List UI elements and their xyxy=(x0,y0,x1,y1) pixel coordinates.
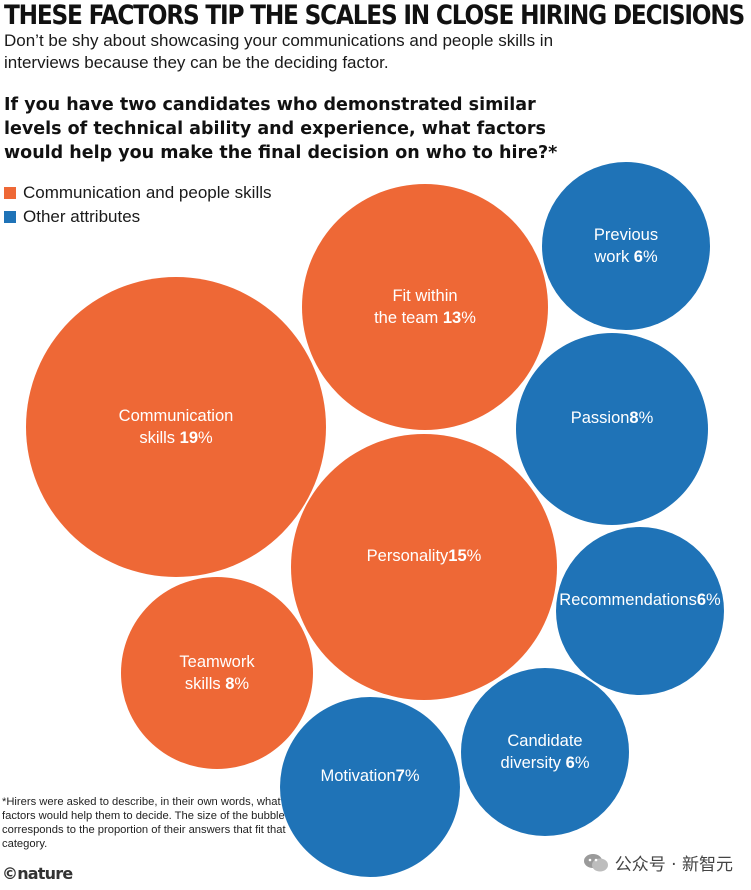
legend-item-communication: Communication and people skills xyxy=(4,181,272,205)
standfirst: Don’t be shy about showcasing your commu… xyxy=(4,31,554,72)
bubble-label: Recommendations6% xyxy=(559,591,721,609)
watermark-text: 公众号 · 新智元 xyxy=(614,855,733,875)
bubble-circle xyxy=(26,277,326,577)
legend: Communication and people skills Other at… xyxy=(4,181,272,229)
bubble-circle xyxy=(542,162,710,330)
bubble-previous-work: Previous work 6% xyxy=(542,162,710,330)
bubble-circle xyxy=(121,577,313,769)
bubble-label: Personality15% xyxy=(367,547,482,565)
legend-swatch-blue xyxy=(4,211,16,223)
bubble-circle xyxy=(302,184,548,430)
legend-label: Other attributes xyxy=(23,207,141,226)
wechat-icon xyxy=(583,853,608,871)
legend-label: Communication and people skills xyxy=(23,183,272,202)
bubble-fit-within-the-team: Fit within the team 13% xyxy=(302,184,548,430)
legend-item-other: Other attributes xyxy=(4,205,272,229)
bubble-label: Communication skills 19% xyxy=(119,407,234,447)
legend-swatch-orange xyxy=(4,187,16,199)
bubble-teamwork-skills: Teamwork skills 8% xyxy=(121,577,313,769)
headline: THESE FACTORS TIP THE SCALES IN CLOSE HI… xyxy=(4,0,745,31)
bubble-label: Candidate diversity 6% xyxy=(501,732,590,772)
bubble-circle xyxy=(516,333,708,525)
bubble-candidate-diversity: Candidate diversity 6% xyxy=(461,668,629,836)
bubble-personality: Personality15% xyxy=(291,434,557,700)
survey-question: If you have two candidates who demonstra… xyxy=(4,95,558,163)
bubble-circle xyxy=(291,434,557,700)
nature-credit: ©nature xyxy=(2,864,73,883)
bubble-circle xyxy=(280,697,460,877)
footnote: *Hirers were asked to describe, in their… xyxy=(2,796,286,850)
bubble-label: Fit within the team 13% xyxy=(374,287,476,327)
bubble-label: Previous work 6% xyxy=(593,226,658,266)
bubble-passion: Passion8% xyxy=(516,333,708,525)
bubble-recommendations: Recommendations6% xyxy=(556,527,724,695)
wechat-watermark: 公众号 · 新智元 xyxy=(583,850,733,875)
bubble-label: Motivation7% xyxy=(320,767,419,785)
bubble-motivation: Motivation7% xyxy=(280,697,460,877)
bubble-communication-skills: Communication skills 19% xyxy=(26,277,326,577)
bubble-circle xyxy=(461,668,629,836)
bubble-label: Passion8% xyxy=(571,409,654,427)
bubble-label: Teamwork skills 8% xyxy=(179,653,255,693)
bubble-circle xyxy=(556,527,724,695)
